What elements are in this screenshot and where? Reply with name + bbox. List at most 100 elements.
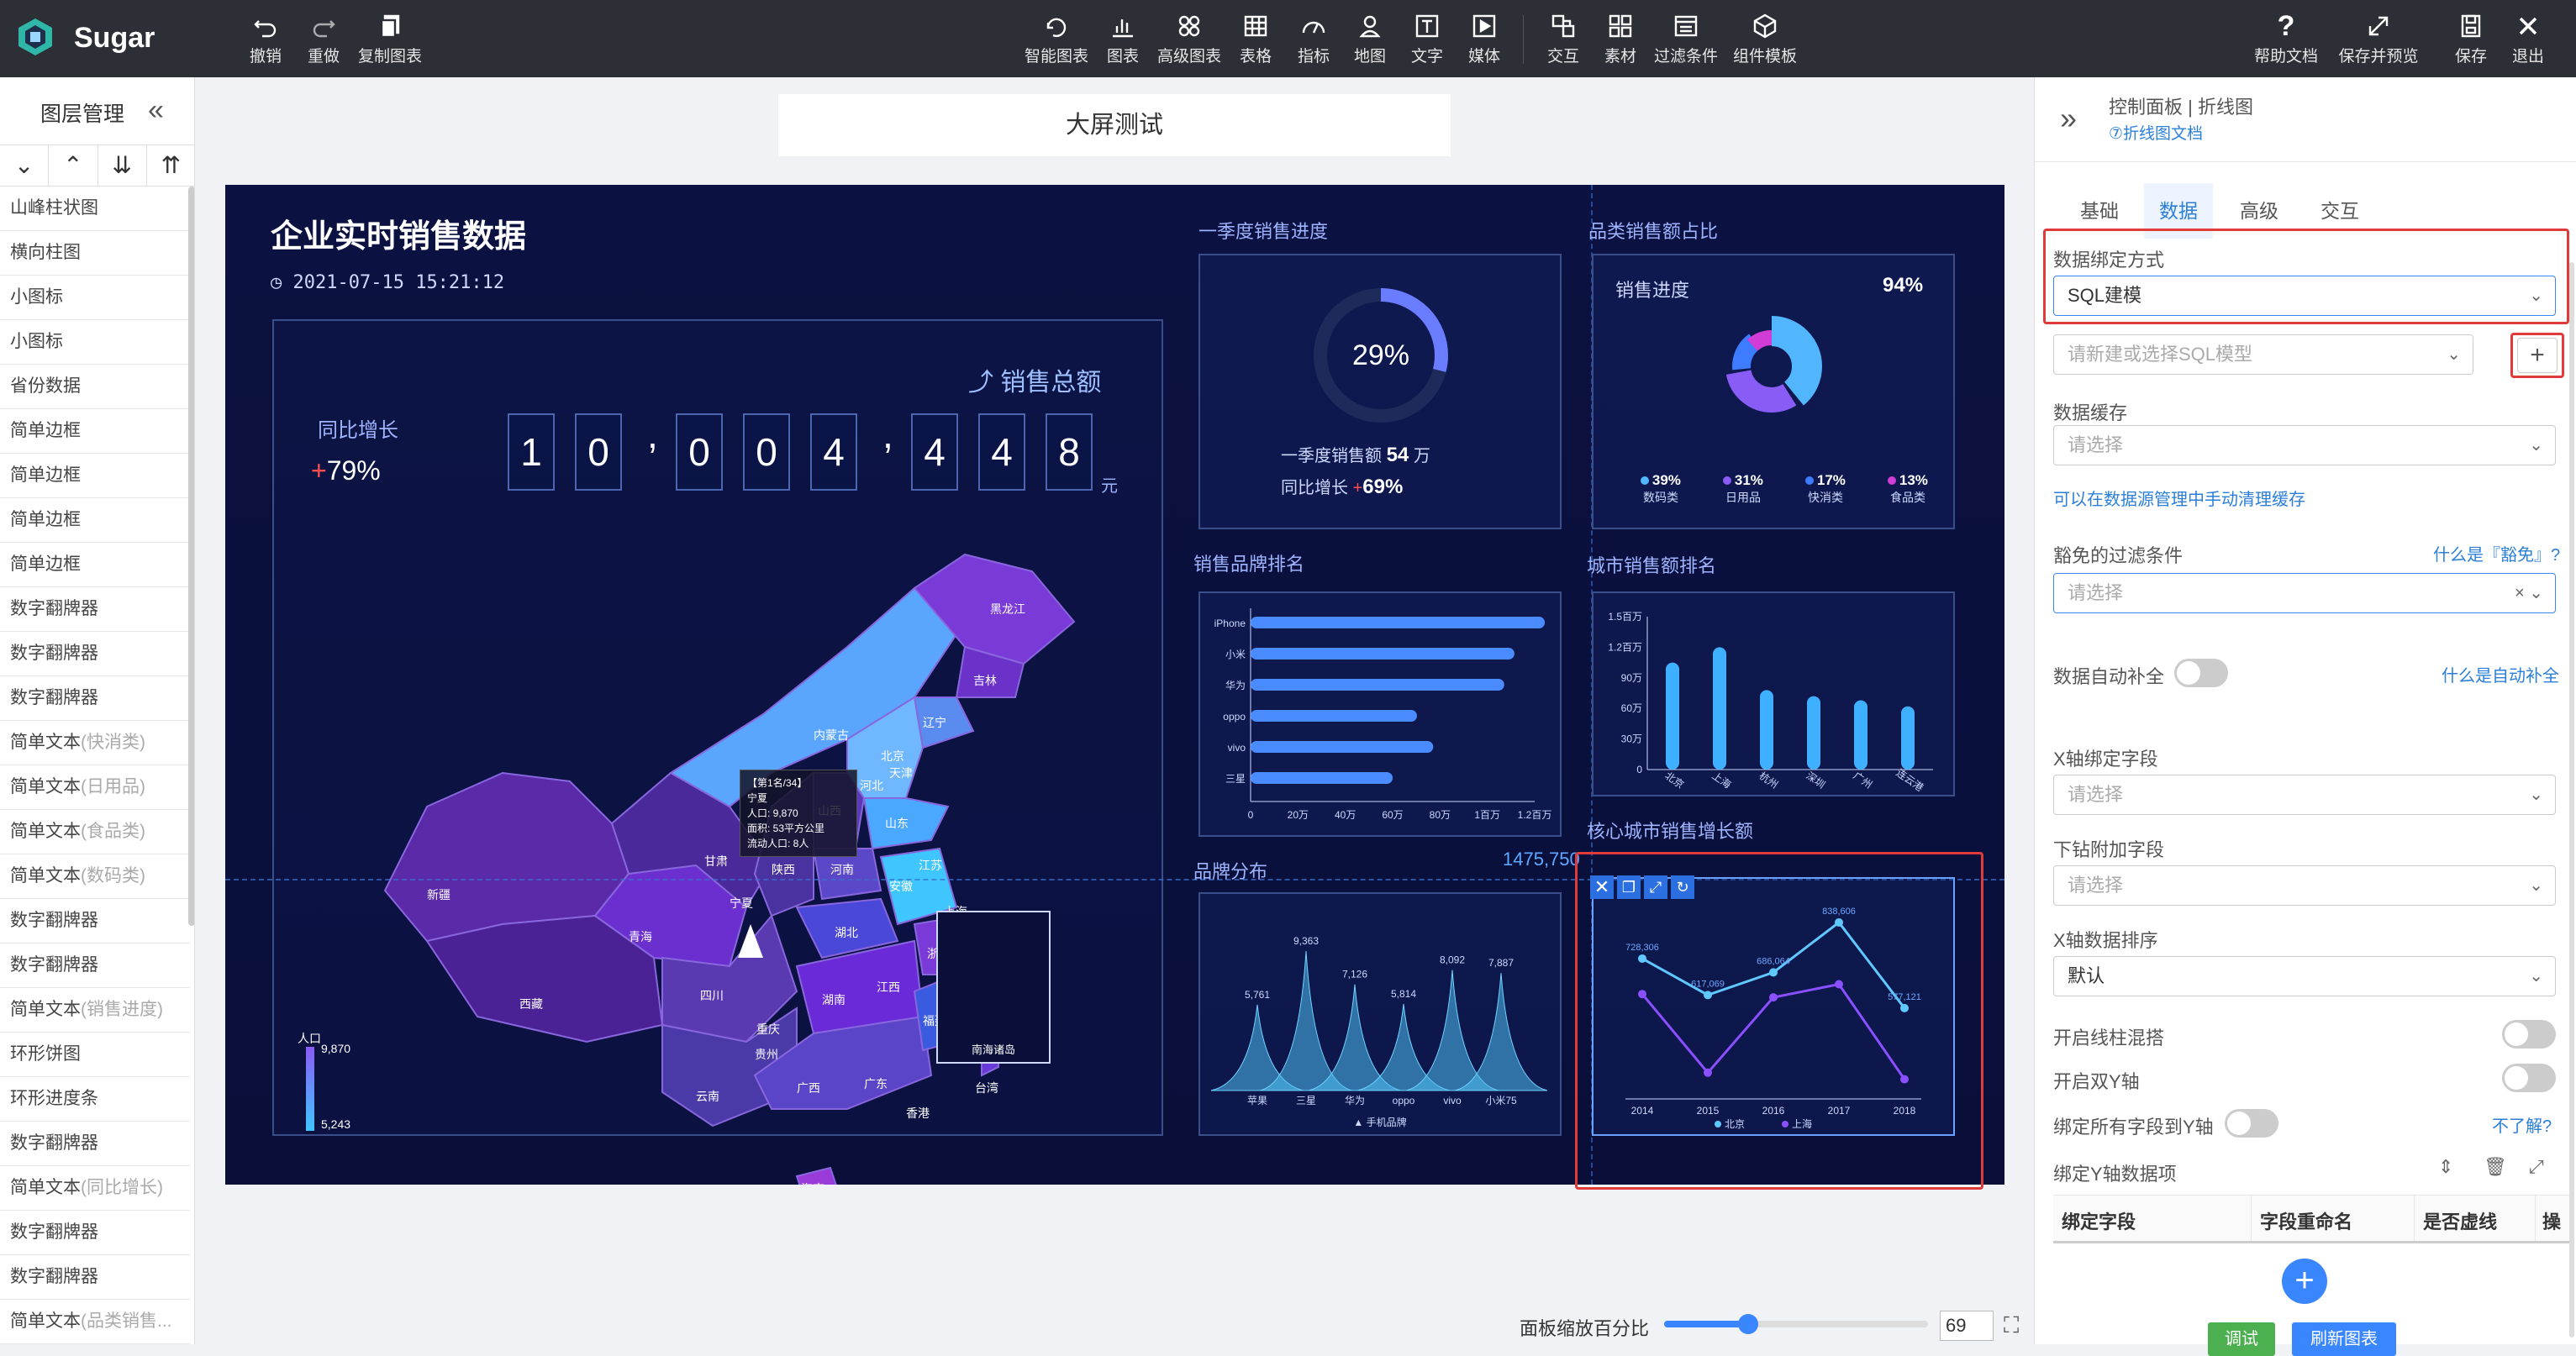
tab-basic[interactable]: 基础 <box>2080 200 2119 222</box>
table-button[interactable]: 表格 <box>1222 12 1289 71</box>
expand-icon[interactable]: ⤢ <box>2529 1156 2544 1177</box>
data-point[interactable] <box>1638 990 1646 999</box>
data-point[interactable] <box>1704 991 1712 1000</box>
copy-icon[interactable]: ❐ <box>1617 875 1641 899</box>
x-field-select[interactable]: 请选择 ⌄ <box>2053 775 2556 815</box>
bar[interactable] <box>1760 690 1773 770</box>
add-sql-model-button[interactable]: + <box>2517 338 2558 373</box>
province-anhui-jiangsu[interactable] <box>879 847 958 926</box>
layer-item[interactable]: 数字翻牌器 <box>0 1122 190 1166</box>
layer-item[interactable]: 简单文本(数码类) <box>0 854 190 899</box>
province-jilin[interactable] <box>955 645 1025 698</box>
layer-item[interactable]: 简单文本(食品类) <box>0 810 190 854</box>
save-preview-button[interactable]: 保存并预览 <box>2339 12 2419 71</box>
refresh-icon[interactable]: ↻ <box>1671 875 1694 899</box>
drill-field-select[interactable]: 请选择 ⌄ <box>2053 865 2556 906</box>
layer-item[interactable]: 简单文本(同比增长) <box>0 1166 190 1211</box>
layer-item[interactable]: 简单文本(日用品) <box>0 765 190 810</box>
move-top-icon[interactable]: ⇈ <box>161 152 182 178</box>
bar[interactable] <box>1666 662 1679 770</box>
bar[interactable] <box>1251 741 1434 753</box>
layer-item[interactable]: 简单边框 <box>0 409 190 454</box>
move-down-icon[interactable]: ⌄ <box>0 145 50 186</box>
zoom-input[interactable]: 69 <box>1940 1311 1994 1341</box>
layer-item[interactable]: 数字翻牌器 <box>0 587 190 632</box>
add-y-item-button[interactable]: + <box>2282 1259 2327 1304</box>
move-bottom-icon[interactable]: ⇊ <box>98 145 147 186</box>
fullscreen-icon[interactable]: ⤢ <box>1644 875 1667 899</box>
sort-icon[interactable]: ⇕ <box>2438 1156 2454 1177</box>
bar[interactable] <box>1251 617 1546 628</box>
bar[interactable] <box>1251 679 1504 691</box>
province-guangxi-guangdong[interactable] <box>753 1015 933 1110</box>
peak[interactable] <box>1454 973 1548 1091</box>
province-hubei[interactable] <box>795 897 899 959</box>
bind-all-y-toggle[interactable] <box>2225 1109 2278 1138</box>
layer-item[interactable]: 数字翻牌器 <box>0 1211 190 1255</box>
province-hainan[interactable] <box>795 1166 839 1185</box>
exit-button[interactable]: 退出 <box>2494 12 2562 71</box>
layer-item[interactable]: 简单边框 <box>0 543 190 587</box>
layer-item[interactable]: 简单文本(销售进度) <box>0 988 190 1033</box>
refresh-chart-button[interactable]: 刷新图表 <box>2292 1322 2396 1356</box>
trash-icon[interactable]: 🗑 <box>2484 1156 2507 1177</box>
line-bar-mix-toggle[interactable] <box>2502 1020 2556 1049</box>
province-xizang[interactable] <box>425 914 664 1043</box>
bar[interactable] <box>1807 696 1820 770</box>
data-cache-select[interactable]: 请选择 ⌄ <box>2053 425 2556 465</box>
indicator-button[interactable]: 指标 <box>1280 12 1347 71</box>
expand-panel-icon[interactable]: » <box>2060 101 2078 135</box>
data-point[interactable] <box>1704 1068 1712 1077</box>
bar[interactable] <box>1713 647 1726 770</box>
layer-item[interactable]: 数字翻牌器 <box>0 943 190 988</box>
province-shandong[interactable] <box>862 797 950 850</box>
x-sort-select[interactable]: 默认 ⌄ <box>2053 956 2556 996</box>
layer-item[interactable]: 环形饼图 <box>0 1033 190 1077</box>
debug-button[interactable]: 调试 <box>2208 1322 2275 1356</box>
advanced-chart-button[interactable]: 高级图表 <box>1156 12 1223 71</box>
cache-clear-link[interactable]: 可以在数据源管理中手动清理缓存 <box>2053 491 2305 509</box>
control-panel-scrollbar[interactable] <box>2569 262 2574 1338</box>
layer-item[interactable]: 简单文本(品类销售... <box>0 1300 190 1344</box>
bar[interactable] <box>1854 700 1867 770</box>
assets-button[interactable]: 素材 <box>1587 12 1654 71</box>
data-point[interactable] <box>1769 993 1778 1002</box>
filter-button[interactable]: 过滤条件 <box>1652 12 1720 71</box>
media-button[interactable]: 媒体 <box>1451 12 1518 71</box>
text-button[interactable]: 文字 <box>1393 12 1461 71</box>
layer-item[interactable]: 数字翻牌器 <box>0 632 190 676</box>
exempt-help-link[interactable]: 什么是『豁免』? <box>2433 546 2561 565</box>
layer-item[interactable]: 简单边框 <box>0 498 190 543</box>
chart-button[interactable]: 图表 <box>1089 12 1156 71</box>
layer-item[interactable]: 简单文本(快消类) <box>0 721 190 765</box>
tab-advanced[interactable]: 高级 <box>2240 200 2278 222</box>
dual-y-toggle[interactable] <box>2502 1064 2556 1092</box>
component-template-button[interactable]: 组件模板 <box>1731 12 1799 71</box>
smart-chart-button[interactable]: 智能图表 <box>1023 12 1090 71</box>
binding-mode-select[interactable]: SQL建模 ⌄ <box>2053 276 2556 316</box>
canvas-title[interactable]: 大屏测试 <box>778 94 1451 156</box>
zoom-slider-handle[interactable] <box>1738 1314 1759 1334</box>
bar[interactable] <box>1251 710 1417 722</box>
layer-item[interactable]: 省份数据 <box>0 365 190 409</box>
data-point[interactable] <box>1835 980 1843 989</box>
data-point[interactable] <box>1900 1075 1909 1084</box>
delete-icon[interactable]: ✕ <box>1590 875 1614 899</box>
layer-item[interactable]: 小图标 <box>0 320 190 365</box>
help-doc-button[interactable]: ? 帮助文档 <box>2252 10 2320 71</box>
move-up-icon[interactable]: ⌃ <box>49 145 98 186</box>
autofill-help-link[interactable]: 什么是自动补全 <box>2442 667 2559 686</box>
bar[interactable] <box>1901 706 1915 770</box>
exempt-filter-select[interactable]: 请选择 × ⌄ <box>2053 573 2556 613</box>
zoom-slider[interactable] <box>1664 1314 1928 1334</box>
save-button[interactable]: 保存 <box>2437 12 2505 71</box>
layer-item[interactable]: 山峰柱状图 <box>0 187 190 231</box>
layer-item[interactable]: 简单边框 <box>0 454 190 498</box>
data-point[interactable] <box>1769 968 1778 977</box>
data-point[interactable] <box>1900 1003 1909 1012</box>
layer-item[interactable]: 横向柱图 <box>0 231 190 276</box>
undo-button[interactable]: 撤销 <box>232 12 299 71</box>
data-point[interactable] <box>1835 917 1843 927</box>
redo-button[interactable]: 重做 <box>290 12 357 71</box>
map-button[interactable]: 地图 <box>1336 12 1404 71</box>
